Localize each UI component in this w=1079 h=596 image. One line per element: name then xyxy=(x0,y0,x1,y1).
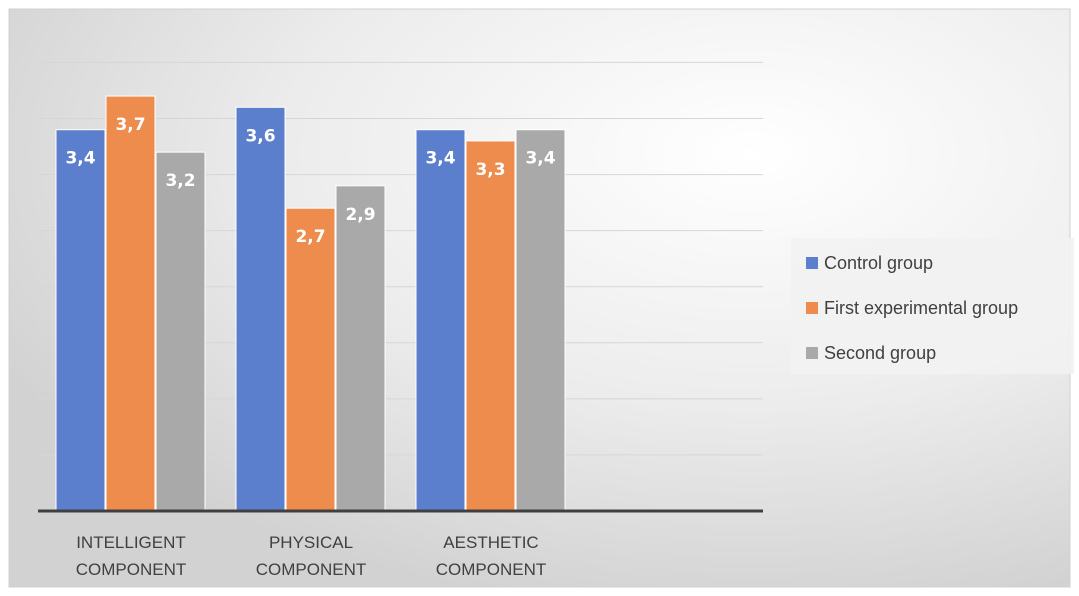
bar xyxy=(55,129,106,512)
category-label: COMPONENT xyxy=(76,560,187,579)
category-label: INTELLIGENT xyxy=(76,533,186,552)
legend-label: Second group xyxy=(824,343,936,363)
category-label: PHYSICAL xyxy=(269,533,353,552)
bar xyxy=(155,151,206,512)
data-label: 2,7 xyxy=(295,227,325,247)
category-label: COMPONENT xyxy=(256,560,367,579)
category-labels: INTELLIGENT COMPONENT PHYSICAL COMPONENT AES… xyxy=(76,533,547,579)
bar xyxy=(105,95,156,512)
bar xyxy=(515,129,566,512)
bar xyxy=(285,207,336,512)
data-label: 2,9 xyxy=(345,205,375,225)
category-label: COMPONENT xyxy=(436,560,547,579)
legend-label: Control group xyxy=(824,253,933,273)
legend-swatch xyxy=(806,302,818,314)
bar xyxy=(235,106,286,512)
data-label: 3,6 xyxy=(245,126,275,146)
legend-swatch xyxy=(806,347,818,359)
legend-background xyxy=(791,238,1074,374)
legend-swatch xyxy=(806,257,818,269)
legend: Control group First experimental group Sec… xyxy=(791,238,1074,374)
category-label: AESTHETIC xyxy=(443,533,538,552)
data-label: 3,3 xyxy=(475,160,505,180)
bar xyxy=(335,185,386,512)
data-label: 3,7 xyxy=(115,115,145,135)
data-labels: 3,4 3,7 3,2 3,6 2,7 2,9 3,4 3,3 3,4 xyxy=(65,115,555,247)
legend-label: First experimental group xyxy=(824,298,1018,318)
data-label: 3,2 xyxy=(165,171,195,191)
data-label: 3,4 xyxy=(425,149,455,169)
data-label: 3,4 xyxy=(525,149,555,169)
bar xyxy=(465,140,516,512)
bars xyxy=(55,95,566,512)
data-label: 3,4 xyxy=(65,149,95,169)
bar xyxy=(415,129,466,512)
